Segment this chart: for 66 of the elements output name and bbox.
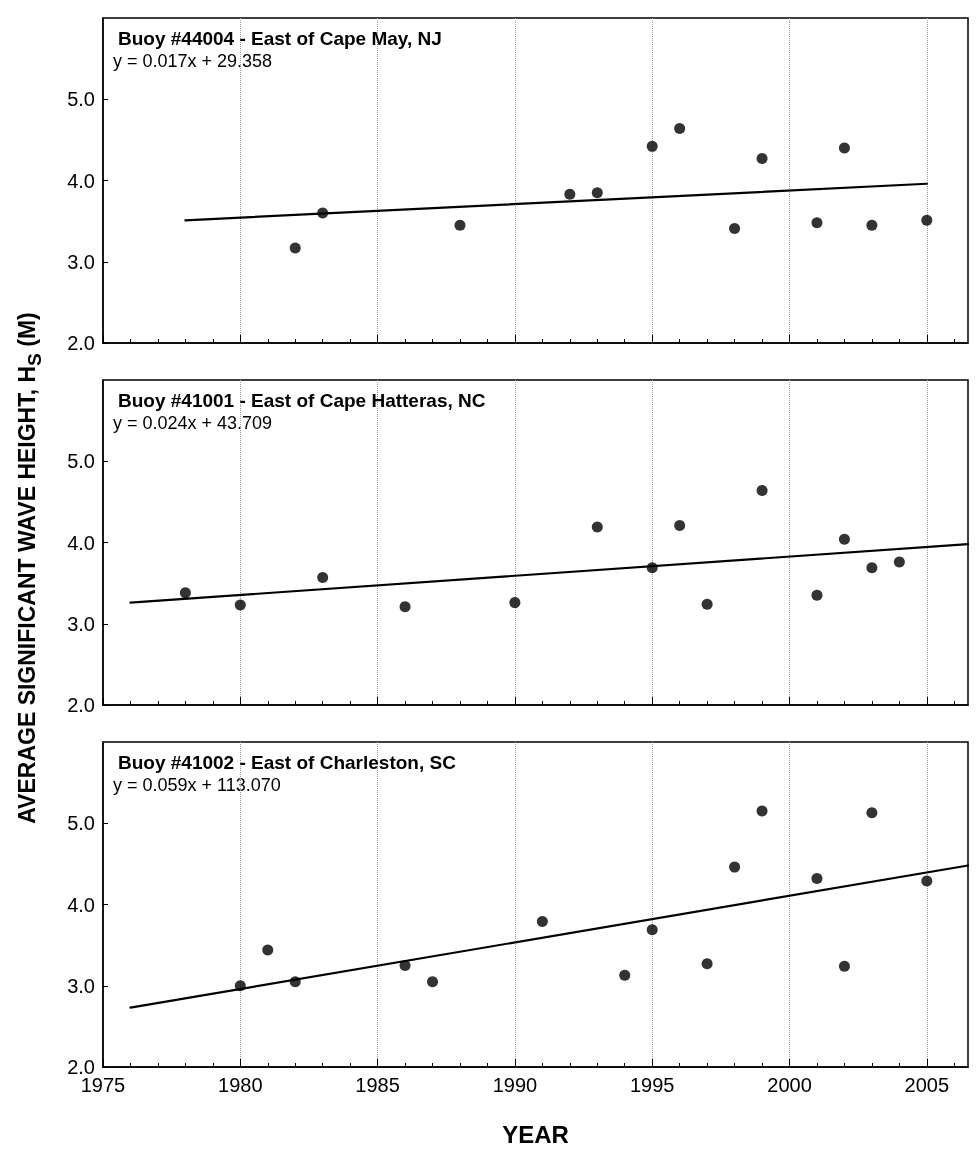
point — [866, 807, 878, 819]
point — [399, 601, 411, 613]
point — [591, 187, 603, 199]
point — [838, 533, 850, 545]
x-tick-label: 2005 — [904, 1074, 950, 1096]
point — [399, 959, 411, 971]
y-tick-label: 4.0 — [67, 893, 95, 916]
point — [921, 214, 933, 226]
point — [811, 217, 823, 229]
point — [646, 140, 658, 152]
y-tick-label: 3.0 — [67, 974, 95, 997]
text: Buoy #44004 - East of Cape May, NJ — [118, 28, 442, 49]
x-tick-label: 1990 — [492, 1074, 538, 1096]
y-tick-label: 2.0 — [67, 332, 95, 354]
point — [289, 242, 301, 254]
point — [729, 861, 741, 873]
point — [646, 562, 658, 574]
text: Buoy #41001 - East of Cape Hatteras, NC — [118, 390, 486, 411]
y-tick-label: 5.0 — [67, 88, 95, 111]
point — [317, 207, 329, 219]
point — [866, 562, 878, 574]
point — [756, 153, 768, 165]
point — [674, 123, 686, 134]
point — [317, 571, 329, 583]
annotation: y = 0.024x + 43.709 — [113, 413, 273, 433]
y-tick-label: 3.0 — [67, 250, 95, 273]
point — [729, 222, 741, 234]
point — [811, 873, 823, 884]
point — [756, 485, 768, 496]
point — [179, 587, 191, 599]
point — [756, 805, 768, 817]
point — [289, 976, 301, 988]
point — [564, 188, 576, 200]
x-tick-label: 1995 — [629, 1074, 675, 1096]
x-tick-label: 1985 — [355, 1074, 400, 1096]
y-tick-label: 4.0 — [67, 531, 95, 554]
point — [646, 924, 658, 936]
y-tick-label: 4.0 — [67, 169, 95, 192]
point — [893, 556, 905, 568]
point — [454, 219, 466, 231]
y-tick-label: 3.0 — [67, 612, 95, 635]
point — [701, 958, 713, 970]
annotation: y = 0.059x + 113.070 — [113, 775, 281, 795]
point — [921, 875, 933, 887]
point — [674, 519, 686, 531]
point — [509, 597, 521, 609]
y-tick-label: 2.0 — [67, 694, 95, 716]
point — [811, 589, 823, 601]
x-tick-label: 1980 — [218, 1074, 263, 1096]
point — [262, 944, 274, 956]
point — [536, 916, 548, 928]
point — [838, 960, 850, 972]
annotation: y = 0.017x + 29.358 — [113, 51, 273, 71]
y-tick-label: 5.0 — [67, 812, 95, 835]
point — [234, 599, 246, 611]
point — [838, 142, 850, 154]
text: Buoy #41002 - East of Charleston, SC — [118, 752, 457, 773]
x-axis-title: YEAR — [502, 1120, 569, 1148]
point — [866, 219, 878, 231]
point — [234, 980, 246, 992]
y-tick-label: 5.0 — [67, 450, 95, 473]
point — [619, 969, 631, 981]
point — [701, 598, 713, 610]
x-tick-label: 2000 — [767, 1074, 812, 1096]
point — [591, 521, 603, 533]
point — [427, 976, 439, 988]
